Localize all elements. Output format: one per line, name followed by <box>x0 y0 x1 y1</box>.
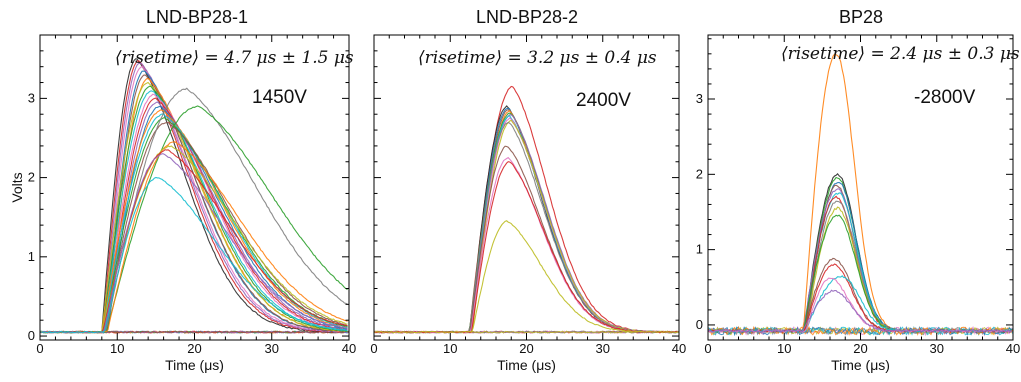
x-tick-label: 40 <box>342 341 356 356</box>
y-tick-label: 3 <box>696 91 703 106</box>
risetime-annotation: ⟨risetime⟩ = 3.2 μs ± 0.4 μs <box>418 48 657 68</box>
pulse-trace-11 <box>40 93 348 334</box>
series-group <box>40 58 349 334</box>
baseline-trace <box>708 325 1013 336</box>
pulse-trace-14 <box>374 161 678 334</box>
y-tick-label: 0 <box>28 328 35 343</box>
pulse-trace-11 <box>708 214 1012 333</box>
series-group <box>708 53 1013 337</box>
y-tick-label: 1 <box>696 242 703 257</box>
voltage-label: -2800V <box>914 87 976 108</box>
x-tick-label: 20 <box>853 341 867 356</box>
pulse-trace-13 <box>40 101 348 334</box>
pulse-trace-19 <box>40 87 348 334</box>
x-axis-label: Time (μs) <box>165 357 224 373</box>
x-tick-label: 0 <box>704 341 711 356</box>
pulse-trace-4 <box>708 181 1012 334</box>
pulse-trace-2 <box>374 105 678 334</box>
y-axis-label: Volts <box>9 172 25 202</box>
x-tick-label: 30 <box>930 341 944 356</box>
voltage-label: 1450V <box>252 87 307 108</box>
pulse-trace-16 <box>40 113 348 334</box>
pulse-trace-12 <box>40 97 348 334</box>
x-tick-label: 40 <box>672 341 686 356</box>
pulse-trace-14 <box>708 275 1012 333</box>
y-tick-label: 1 <box>28 249 35 264</box>
x-tick-label: 10 <box>777 341 791 356</box>
pulse-trace-12 <box>374 145 678 334</box>
plot-frame <box>707 34 1014 341</box>
pulse-trace-9 <box>40 85 348 334</box>
chart-title: LND-BP28-1 <box>146 7 248 27</box>
pulse-trace-15 <box>40 109 348 334</box>
pulse-trace-25 <box>40 176 348 334</box>
chart-title: LND-BP28-2 <box>476 7 578 27</box>
y-tick-label: 0 <box>696 317 703 332</box>
x-tick-label: 20 <box>187 341 201 356</box>
pulse-trace-16 <box>708 289 1012 333</box>
pulse-trace-18 <box>40 121 348 334</box>
chart-panel-3: BP28 0 10 20 30 40 0 1 2 3 Time (μs) ⟨risetime⟩ = 2… <box>696 7 1020 373</box>
chart-panel-2: LND-BP28-2 0 10 20 30 40 Time (μs) ⟨risetime⟩ =… <box>370 7 686 373</box>
x-tick-label: 0 <box>36 341 43 356</box>
baseline-trace <box>708 326 1013 336</box>
x-tick-label: 20 <box>519 341 533 356</box>
pulse-trace-20 <box>40 105 348 334</box>
chart-panel-1: LND-BP28-1 0 10 20 30 40 0 1 2 3 Time (μs) Volts ⟨ri… <box>9 7 356 373</box>
y-tick-label: 2 <box>696 166 703 181</box>
risetime-annotation: ⟨risetime⟩ = 2.4 μs ± 0.3 μs <box>781 44 1020 64</box>
x-tick-label: 40 <box>1006 341 1020 356</box>
x-axis-label: Time (μs) <box>497 357 556 373</box>
pulse-trace-15 <box>374 220 678 334</box>
pulse-trace-14 <box>40 105 348 334</box>
pulse-trace-10 <box>374 119 678 334</box>
y-tick-label: 3 <box>28 90 35 105</box>
pulse-trace-6 <box>40 74 348 334</box>
series-group <box>374 85 679 334</box>
pulse-trace-10 <box>708 206 1012 334</box>
voltage-label: 2400V <box>576 90 631 111</box>
pulse-trace-1 <box>374 85 678 334</box>
y-tick-label: 2 <box>28 170 35 185</box>
pulse-trace-13 <box>374 156 678 334</box>
chart-title: BP28 <box>839 7 883 27</box>
pulse-trace-11 <box>374 121 678 334</box>
risetime-annotation: ⟨risetime⟩ = 4.7 μs ± 1.5 μs <box>115 48 354 68</box>
x-tick-label: 10 <box>443 341 457 356</box>
x-tick-label: 0 <box>370 341 377 356</box>
x-tick-label: 10 <box>110 341 124 356</box>
pulse-trace-24 <box>40 153 348 334</box>
x-axis-label: Time (μs) <box>831 357 890 373</box>
pulse-trace-23 <box>40 149 348 334</box>
x-tick-label: 30 <box>265 341 279 356</box>
x-tick-label: 30 <box>596 341 610 356</box>
